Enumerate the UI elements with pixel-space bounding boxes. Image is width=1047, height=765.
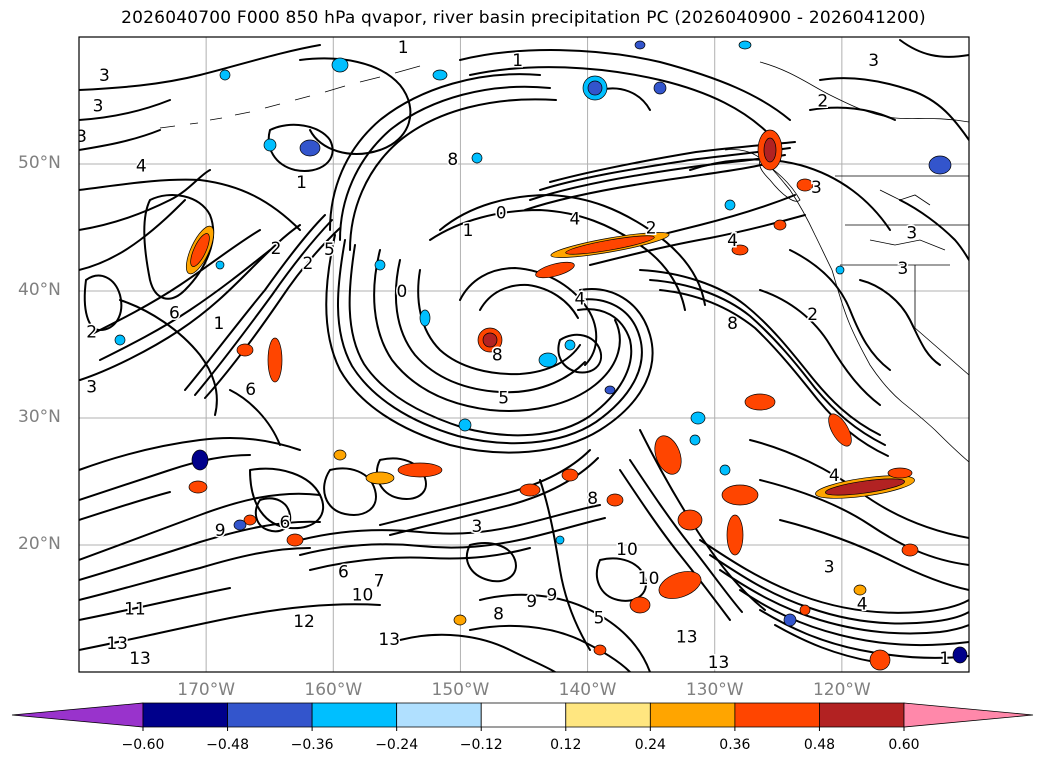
us-west-coastline <box>831 269 969 463</box>
contour-label: 8 <box>587 489 598 509</box>
contour-label: 1 <box>398 38 409 58</box>
colorbar-tick-label: 0.24 <box>634 737 666 753</box>
colorbar-tick-label: 0.36 <box>719 737 751 753</box>
contour-label: 1 <box>213 314 224 334</box>
colorbar-segment <box>819 702 905 728</box>
contour-label: 4 <box>575 290 586 310</box>
contour-label: 10 <box>352 586 374 606</box>
qvapor-contours <box>79 39 969 672</box>
contour-label: 1 <box>512 51 523 71</box>
contour-label: 3 <box>824 558 835 578</box>
longitude-label: 140°W <box>558 680 617 700</box>
colorbar-segment <box>480 702 567 728</box>
contour-label: 0 <box>397 282 408 302</box>
contour-label: 5 <box>324 240 335 260</box>
contour-label: 0 <box>496 203 507 223</box>
colorbar-segment <box>734 702 820 728</box>
contour-label: 5 <box>594 608 605 628</box>
contour-label: 3 <box>86 377 97 397</box>
contour-label: 1 <box>939 649 950 669</box>
contour-label: 10 <box>616 540 638 560</box>
contour-label: 2 <box>302 254 313 274</box>
contour-label: 11 <box>124 600 146 620</box>
precip-negative-patches <box>114 40 968 664</box>
contour-label: 13 <box>106 634 128 654</box>
colorbar-segment <box>311 702 398 728</box>
aleutian-islands <box>159 65 421 129</box>
contour-label: 4 <box>829 466 840 486</box>
colorbar-segment <box>142 702 228 728</box>
contour-label: 3 <box>868 51 879 71</box>
colorbar-tick-label: −0.36 <box>290 737 334 753</box>
contour-label: 3 <box>811 178 822 198</box>
latitude-label: 30°N <box>18 407 61 427</box>
contour-label: 3 <box>76 127 87 147</box>
colorbar-tick-label: −0.60 <box>121 737 165 753</box>
contour-label: 12 <box>293 612 315 632</box>
contour-label: 3 <box>93 97 104 117</box>
map-title: 2026040700 F000 850 hPa qvapor, river ba… <box>121 8 926 28</box>
contour-label: 7 <box>374 572 385 592</box>
contour-label: 13 <box>676 627 698 647</box>
contour-label: 2 <box>271 239 282 259</box>
latitude-label: 50°N <box>18 153 61 173</box>
contour-label: 4 <box>569 210 580 230</box>
contour-label: 9 <box>547 586 558 606</box>
colorbar-extend-high <box>903 702 1034 728</box>
contour-label: 6 <box>338 563 349 583</box>
contour-label: 1 <box>463 221 474 241</box>
map-frame <box>78 36 970 673</box>
longitude-label: 150°W <box>431 680 490 700</box>
contour-label: 4 <box>136 156 147 176</box>
colorbar-tick-label: −0.48 <box>206 737 249 753</box>
latitude-label: 40°N <box>18 280 61 300</box>
colorbar-tick-label: −0.24 <box>375 737 419 753</box>
longitude-label: 130°W <box>685 680 744 700</box>
contour-label: 2 <box>807 305 818 325</box>
graticule <box>79 37 969 672</box>
contour-label: 3 <box>472 517 483 537</box>
colorbar-segment <box>649 702 736 728</box>
contour-label: 10 <box>638 569 660 589</box>
contour-label: 4 <box>857 594 868 614</box>
contour-label: 8 <box>447 150 458 170</box>
contour-label: 2 <box>646 219 657 239</box>
colorbar <box>11 702 1034 731</box>
contour-label: 8 <box>493 605 504 625</box>
contour-label: 6 <box>169 304 180 324</box>
latitude-label: 20°N <box>18 534 61 554</box>
colorbar-extend-low <box>11 702 144 728</box>
contour-label: 2 <box>817 92 828 112</box>
contour-label: 8 <box>492 346 503 366</box>
inland-waterways <box>869 189 946 251</box>
longitude-label: 170°W <box>177 680 236 700</box>
contour-label: 6 <box>245 380 256 400</box>
contour-label: 13 <box>129 649 151 669</box>
contour-label: 3 <box>906 224 917 244</box>
contour-label: 1 <box>296 173 307 193</box>
contour-label: 9 <box>526 592 537 612</box>
contour-label: 2 <box>86 323 97 343</box>
precip-positive-patches <box>185 129 919 671</box>
longitude-label: 120°W <box>812 680 871 700</box>
colorbar-segment <box>396 702 482 728</box>
contour-label: 13 <box>378 630 400 650</box>
colorbar-tick-label: 0.48 <box>803 737 836 753</box>
colorbar-tick-label: 0.12 <box>550 737 582 753</box>
colorbar-segment <box>227 702 313 728</box>
colorbar-tick-label: 0.60 <box>888 737 920 753</box>
contour-label: 8 <box>727 314 738 334</box>
contour-label: 5 <box>498 389 509 409</box>
colorbar-segment <box>565 702 651 728</box>
longitude-label: 160°W <box>304 680 363 700</box>
contour-label: 3 <box>99 66 110 86</box>
contour-label: 9 <box>215 521 226 541</box>
contour-label: 3 <box>897 259 908 279</box>
contour-label: 6 <box>280 513 291 533</box>
contour-label: 4 <box>727 231 738 251</box>
colorbar-tick-label: −0.12 <box>459 737 503 753</box>
contour-label: 13 <box>708 653 730 673</box>
